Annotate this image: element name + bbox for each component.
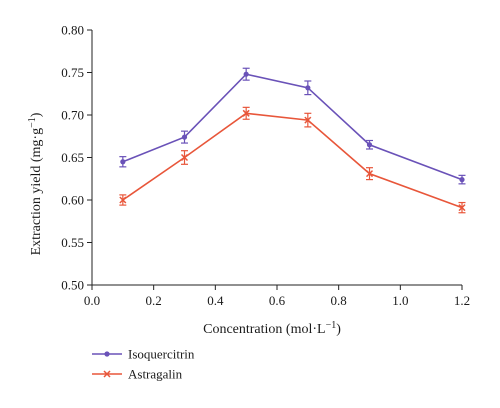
x-tick-label: 1.0 [392,293,408,308]
x-tick-label: 0.4 [207,293,224,308]
axes [91,30,462,286]
data-point-stroke [304,116,312,124]
data-point [119,196,127,204]
series-line [122,73,463,181]
series-isoquercitrin [119,67,466,185]
data-point-stroke [242,109,250,117]
data-point [242,109,250,117]
y-tick-label: 0.75 [61,65,84,80]
data-point [243,71,249,77]
y-tick-label: 0.55 [61,235,84,250]
data-point [458,204,466,212]
y-axis-title-text: Extraction yield (mg·g [29,128,44,256]
legend-item-astragalin: Astragalin [92,367,183,382]
legend-label: Isoquercitrin [128,347,195,362]
x-tick-label: 0.0 [84,293,100,308]
y-tick-label: 0.50 [61,278,84,293]
x-tick-label: 0.6 [269,293,286,308]
y-axis-title-tail: ) [29,112,44,117]
legend-item-isoquercitrin: Isoquercitrin [92,347,195,362]
series-layer [119,67,466,214]
x-tick-label: 0.2 [146,293,162,308]
x-axis-title-tail: ) [336,322,341,337]
x-axis-title-sup: −1 [326,320,337,331]
y-tick-label: 0.65 [61,150,84,165]
data-point [181,134,188,140]
series-astragalin [119,106,466,214]
data-point [459,177,465,183]
data-point [304,116,312,124]
y-axis-title-sup: −1 [27,117,38,128]
y-axis-title: Extraction yield (mg·g−1) [27,112,44,255]
series-line [122,112,463,209]
legend-label: Astragalin [128,367,183,382]
legend-marker [104,351,110,357]
x-tick-label: 0.8 [331,293,347,308]
data-point [180,153,189,162]
data-point [366,142,373,148]
data-point-stroke [180,153,189,162]
y-tick-label: 0.80 [61,23,84,38]
data-point [365,170,374,178]
legend-marker-stroke [103,370,111,378]
y-tick-label: 0.60 [61,193,84,208]
data-point-stroke [365,170,374,178]
data-point [120,159,126,165]
ticks: 0.0 0.2 0.4 0.6 0.8 1.0 1.2 0.50 0.55 0.60 0.65 0.7… [61,23,470,309]
x-axis-title: Concentration (mol·L−1) [203,320,341,337]
x-tick-label: 1.2 [454,293,470,308]
data-point-stroke [119,196,127,204]
y-tick-label: 0.70 [61,108,84,123]
legend-marker [103,370,111,378]
legend: Isoquercitrin Astragalin [92,347,195,382]
data-point [305,85,311,91]
x-axis-title-text: Concentration (mol·L [203,322,325,337]
data-point-stroke [458,204,466,212]
